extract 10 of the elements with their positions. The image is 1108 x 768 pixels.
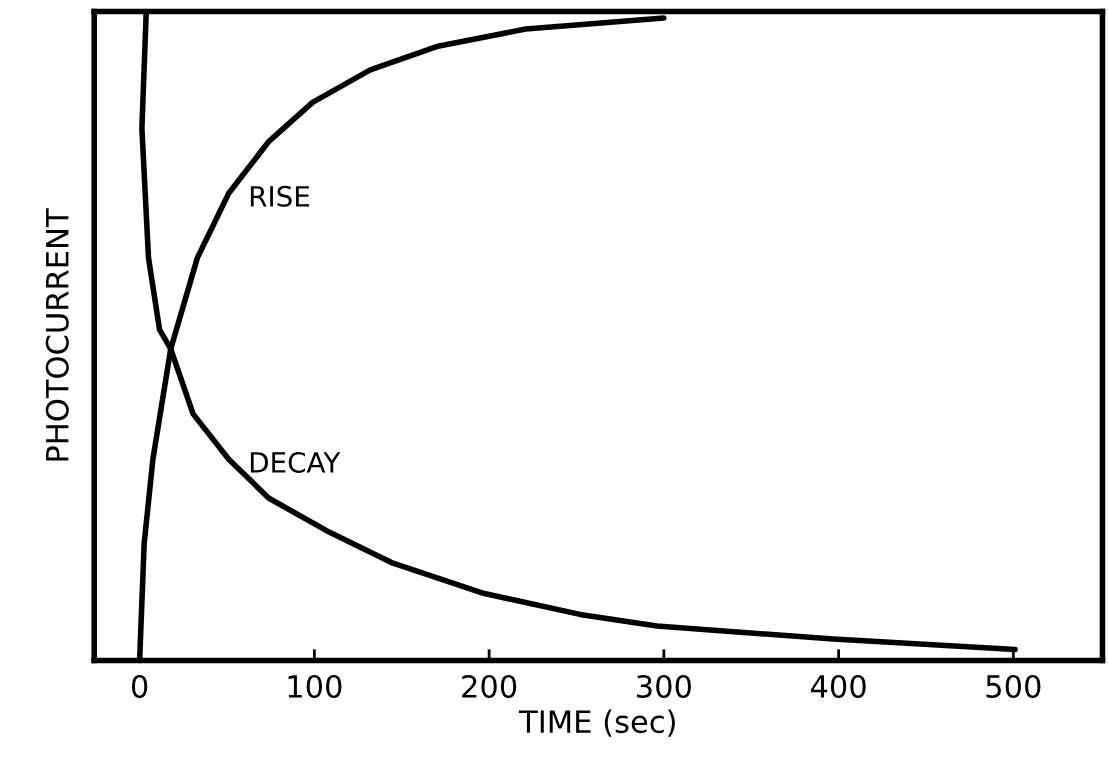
x-tick-label: 100 [288, 674, 342, 699]
series-label: DECAY [250, 451, 341, 473]
series-label: RISE [250, 185, 310, 207]
x-tick-label: 300 [637, 674, 691, 699]
y-axis-title: PHOTOCURRENT [45, 208, 69, 461]
x-tick-label: 500 [986, 674, 1041, 699]
x-tick-label: 200 [462, 674, 517, 699]
x-axis-title: TIME (sec) [519, 709, 675, 737]
x-tick-label: 0 [131, 674, 148, 699]
x-tick-label: 400 [810, 674, 866, 699]
